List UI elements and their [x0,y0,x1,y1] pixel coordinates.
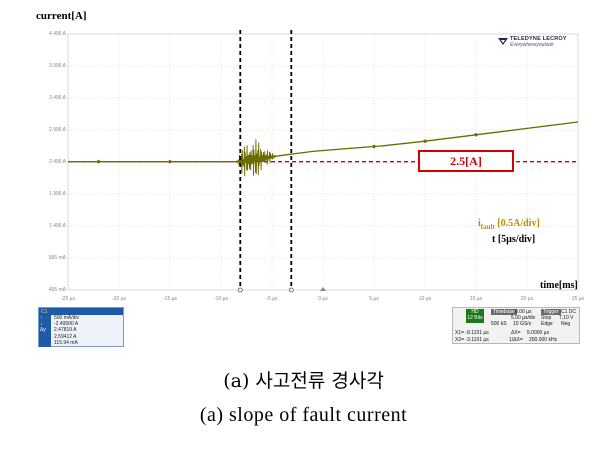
oscilloscope-display: current[A] 4.495 A 3.995 A 3.495 A 2.995 A 2… [36,10,585,302]
caption-korean: (a) 사고전류 경사각 [223,370,384,392]
y-tick-label: 2.495 A [49,159,66,165]
trace-marker [238,159,244,164]
logo-tagline: Everywhereyoulook [510,42,554,48]
channel-value: 500 mA/div [54,315,80,321]
trigger-mode: Stop [541,315,552,321]
timebase-offset: 0.00 µs [515,309,532,315]
y-tick-label: 1.995 A [49,191,66,197]
trigger-type: Edge [541,321,553,327]
channel-value: 115.94 mA [54,339,78,346]
y-tick-label: 995 mA [48,255,66,261]
cursor-inv-dx-label: 1/ΔX= [509,337,523,343]
y-tick-label: 2.995 A [49,127,66,133]
trace-marker [422,139,428,144]
channel-key: ↑ [40,315,43,321]
channel-values: 500 mA/div -2.49500 A 2.47819 A 2.59412 … [51,315,79,347]
trace-marker [167,159,173,164]
channel-name: C1 [41,308,48,315]
x-tick-label: -10 µs [214,296,228,302]
channel-descriptor-panel[interactable]: C1 ↑ ↓ Δy 500 mA/div -2.49500 A 2.47819 … [38,307,124,347]
x-tick-label: 20 µs [520,296,534,302]
x-axis-title: time[ms] [540,280,578,291]
y-tick-label: 4.495 A [49,31,66,37]
y-tick-label: 495 mA [48,287,66,293]
x-tick-label: 25 µs [571,296,585,302]
trigger-time-marker [320,287,326,291]
channel-value: -2.49500 A [54,321,79,328]
x-tick-label: 15 µs [469,296,483,302]
cursor-marker [237,287,243,293]
caption-english: (a) slope of fault current [199,404,408,426]
channel-keys: ↑ ↓ Δy [39,315,51,347]
x-tick-label: -15 µs [163,296,177,302]
acquisition-mode-badge[interactable]: HD 12 Bits [466,309,484,323]
y-tick-label: 1.495 A [49,223,66,229]
sample-count: 500 kS [491,321,507,327]
cursor-x2: X2= -3.1101 µs [455,337,489,343]
trace-marker [371,144,377,149]
x-tick-label: -25 µs [61,296,75,302]
trace-marker [96,159,102,164]
cursor-x1: X1= -8.1101 µs [455,330,489,336]
x-tick-label: -20 µs [112,296,126,302]
ifault-suffix: [0.5A/div] [494,218,540,229]
x-tick-label: 10 µs [418,296,432,302]
lecroy-logo-icon [498,38,508,45]
fault-level-text: 2.5[A] [450,153,482,168]
ifault-prefix: i [478,218,481,229]
cursor-dx-value: 5.0000 µs [527,330,550,336]
x-tick-label: 5 µs [369,296,379,302]
trigger-slope: Neg [561,321,571,327]
y-tick-label: 3.495 A [49,95,66,101]
timebase-trigger-panel[interactable]: HD 12 Bits Timebase 0.00 µs 5.00 µs/div … [452,307,580,344]
ifault-sub: fault [480,223,495,231]
channel-value: 2.47819 A [54,327,77,334]
fault-oscillation-trace [235,139,293,177]
timebase-header[interactable]: Timebase [491,309,517,315]
current-scale-label: ifault [0.5A/div] [478,218,540,231]
channel-key: Δy [40,327,46,334]
time-scale-label: t [5µs/div] [492,234,536,245]
logo-brand: TELEDYNE LECROY [510,36,567,42]
fault-level-annotation: 2.5[A] [418,150,514,172]
acquisition-bits: 12 Bits [467,315,483,321]
x-tick-label: 0 µs [318,296,328,302]
teledyne-lecroy-logo: TELEDYNE LECROY Everywhereyoulook [498,36,578,48]
trace-marker [473,132,479,137]
channel-key: ↓ [40,321,43,328]
cursor-inv-dx-value: 200.000 kHz [529,337,558,343]
y-tick-label: 3.995 A [49,63,66,69]
channel-header: C1 [39,308,123,315]
trigger-header[interactable]: Trigger [541,309,561,315]
acquisition-mode: HD [471,309,479,315]
channel-value: 2.59412 A [54,333,77,340]
sample-rate: 10 GS/s [513,321,532,327]
time-per-div: 5.00 µs/div [511,315,536,321]
cursor-marker [288,287,294,293]
cursor-dx-label: ΔX= [511,330,521,336]
y-axis-title: current[A] [36,10,87,22]
trigger-level: 7.10 V [559,315,574,321]
x-tick-label: -5 µs [266,296,278,302]
trigger-flags: C1 DC [561,309,577,315]
